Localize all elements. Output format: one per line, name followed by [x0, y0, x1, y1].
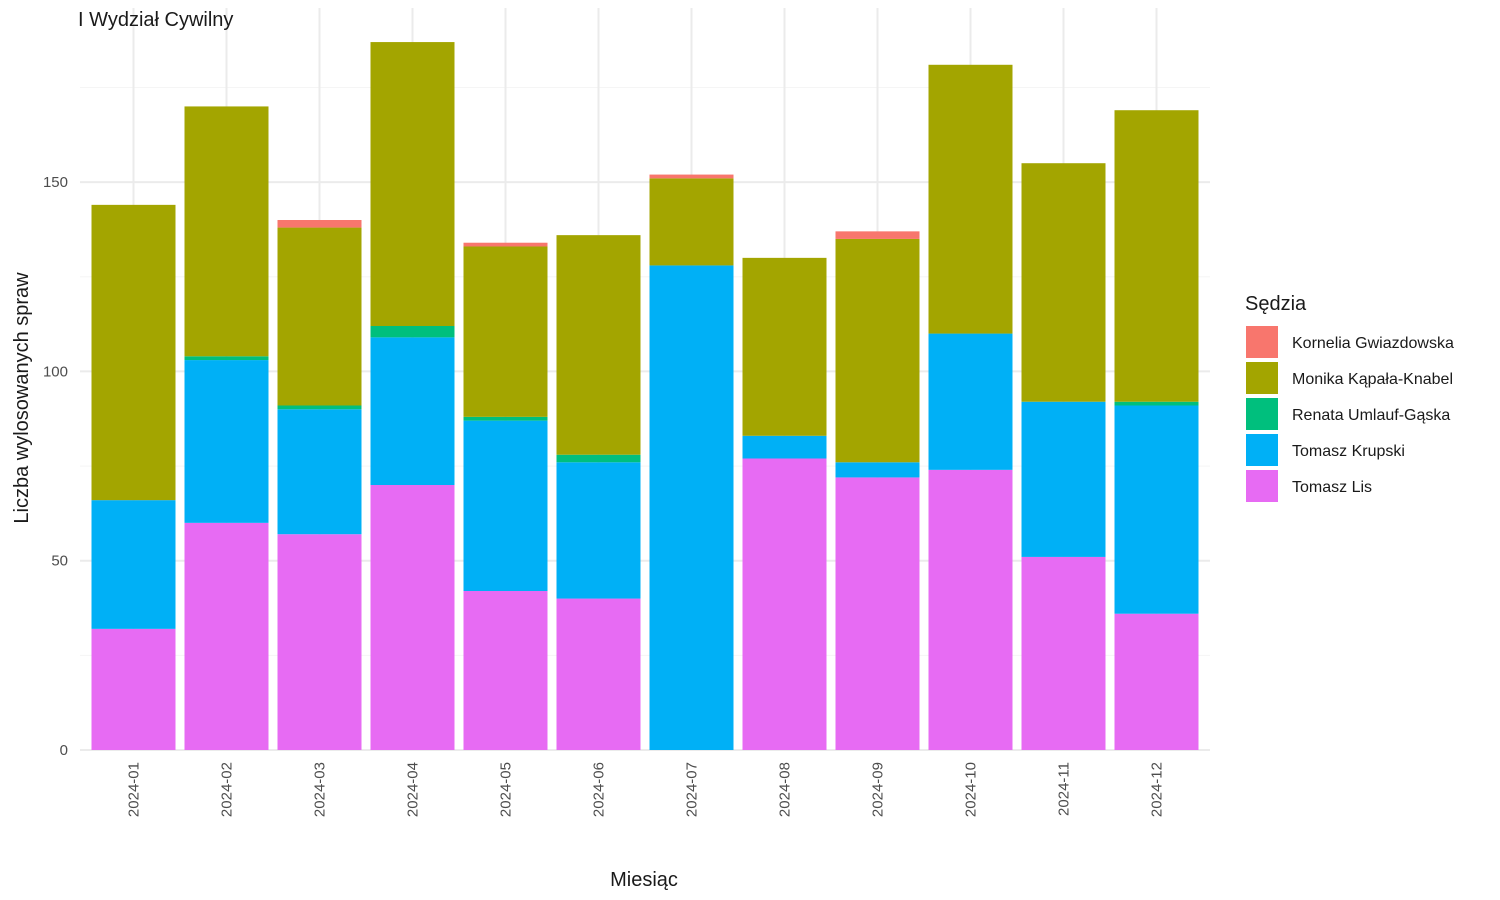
legend-title: Sędzia — [1245, 293, 1307, 315]
bar-segment — [463, 246, 548, 417]
bar-segment — [835, 477, 920, 750]
bar-segment — [1114, 613, 1199, 750]
bar-segment — [463, 420, 548, 591]
bar-segment — [1021, 163, 1106, 402]
bar-segment — [277, 220, 362, 228]
bar-segment — [184, 106, 269, 357]
bar-segment — [91, 204, 176, 501]
bar-segment — [1114, 405, 1199, 614]
bar-segment — [184, 356, 269, 361]
bar-segment — [463, 416, 548, 421]
bar-segment — [835, 462, 920, 478]
bar-segment — [277, 227, 362, 406]
bar-segment — [835, 238, 920, 463]
x-tick-label: 2024-12 — [1149, 762, 1166, 817]
axes: 0 50 100 150 2024-01 2024-02 2024-03 2024-04 202… — [43, 174, 1166, 817]
x-tick-label: 2024-06 — [591, 762, 608, 817]
legend-label: Tomasz Lis — [1292, 479, 1372, 496]
bar-segment — [928, 64, 1013, 334]
bar-segment — [556, 454, 641, 463]
bar-segment — [835, 231, 920, 239]
x-tick-label: 2024-07 — [684, 762, 701, 817]
bar-segment — [277, 534, 362, 750]
bar-segment — [649, 178, 734, 266]
bar-segment — [277, 405, 362, 410]
y-tick-label: 150 — [43, 174, 68, 191]
bar-segment — [556, 598, 641, 750]
y-tick-label: 50 — [51, 553, 68, 570]
bar-segment — [277, 409, 362, 535]
legend-label: Kornelia Gwiazdowska — [1292, 335, 1454, 352]
legend-swatch — [1244, 360, 1280, 396]
x-axis-title: Miesiąc — [610, 869, 678, 891]
legend-label: Renata Umlauf-Gąska — [1292, 407, 1450, 424]
bar-segment — [91, 628, 176, 750]
bar-segment — [742, 435, 827, 459]
bar-segment — [556, 235, 641, 455]
x-tick-label: 2024-02 — [219, 762, 236, 817]
bar-segment — [184, 360, 269, 523]
bar-segment — [649, 265, 734, 750]
bar-segment — [1114, 401, 1199, 406]
legend-swatch — [1244, 396, 1280, 432]
bar-segment — [556, 462, 641, 599]
x-tick-label: 2024-05 — [498, 762, 515, 817]
bar-segment — [370, 42, 455, 326]
bar-segment — [649, 174, 734, 179]
bar-segment — [742, 458, 827, 750]
legend-swatch — [1244, 432, 1280, 468]
bars — [91, 42, 1199, 750]
x-tick-label: 2024-10 — [963, 762, 980, 817]
bar-segment — [1021, 401, 1106, 557]
bar-segment — [928, 333, 1013, 470]
chart-title: I Wydział Cywilny — [78, 9, 233, 31]
bar-segment — [928, 469, 1013, 750]
legend-swatch — [1244, 468, 1280, 504]
bar-segment — [1114, 110, 1199, 402]
legend-label: Tomasz Krupski — [1292, 443, 1405, 460]
y-tick-label: 0 — [60, 742, 68, 759]
bar-segment — [370, 485, 455, 750]
y-tick-label: 100 — [43, 363, 68, 380]
y-axis-title: Liczba wylosowanych spraw — [11, 272, 33, 524]
x-tick-label: 2024-11 — [1056, 762, 1073, 816]
bar-segment — [1021, 556, 1106, 750]
bar-segment — [91, 500, 176, 629]
legend-label: Monika Kąpała-Knabel — [1292, 371, 1453, 388]
x-tick-label: 2024-03 — [312, 762, 329, 817]
bar-segment — [370, 326, 455, 338]
x-tick-label: 2024-09 — [870, 762, 887, 817]
legend-swatch — [1244, 324, 1280, 360]
bar-segment — [370, 337, 455, 485]
x-tick-label: 2024-08 — [777, 762, 794, 817]
bar-segment — [463, 242, 548, 247]
legend: Sędzia Kornelia Gwiazdowska Monika Kąpała… — [1244, 293, 1454, 504]
x-tick-label: 2024-04 — [405, 762, 422, 817]
x-tick-label: 2024-01 — [126, 762, 143, 817]
bar-segment — [742, 257, 827, 436]
bar-segment — [184, 522, 269, 750]
bar-segment — [463, 591, 548, 750]
